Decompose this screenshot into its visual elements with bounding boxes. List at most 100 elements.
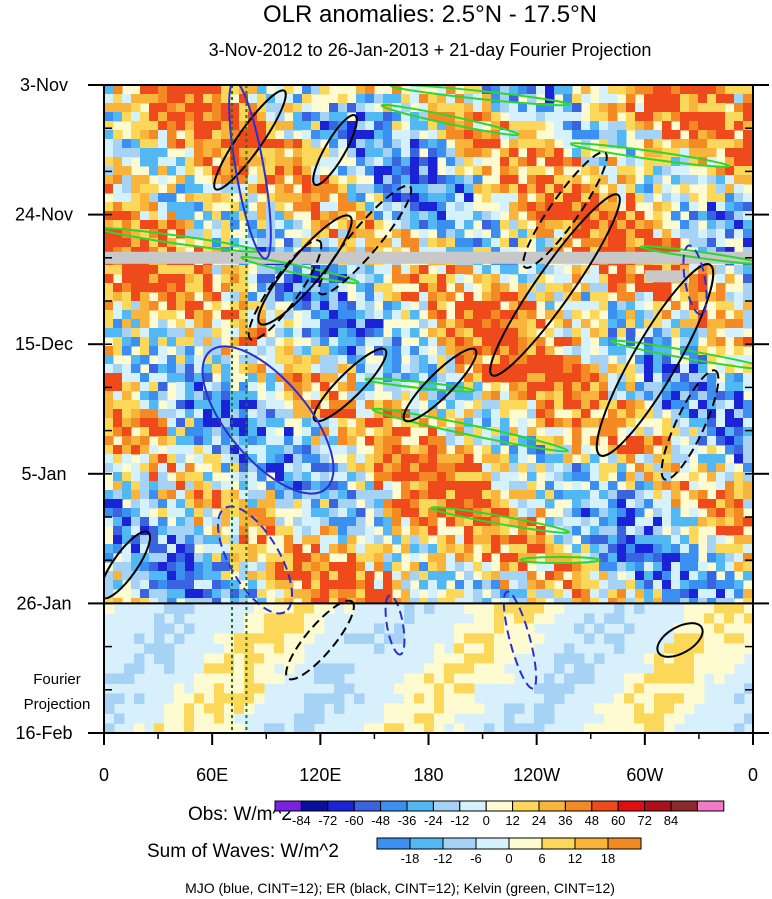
obs-cell — [284, 274, 294, 284]
obs-cell — [392, 499, 402, 509]
obs-cell — [266, 553, 276, 563]
obs-cell — [275, 166, 285, 176]
obs-cell — [509, 562, 519, 572]
obs-cell — [185, 121, 195, 131]
obs-cell — [257, 517, 267, 527]
projection-cell — [644, 693, 655, 704]
obs-cell — [653, 481, 663, 491]
obs-cell — [734, 409, 744, 419]
obs-cell — [635, 103, 645, 113]
obs-cell — [212, 94, 222, 104]
obs-cell — [644, 175, 654, 185]
obs-cell — [302, 571, 312, 581]
obs-cell — [167, 247, 177, 257]
obs-cell — [689, 193, 699, 203]
obs-cell — [185, 382, 195, 392]
obs-cell — [608, 229, 618, 239]
obs-cell — [437, 535, 447, 545]
obs-cell — [617, 400, 627, 410]
obs-cell — [194, 148, 204, 158]
projection-cell — [224, 703, 235, 714]
obs-cell — [194, 526, 204, 536]
obs-cell — [203, 373, 213, 383]
obs-cell — [419, 598, 429, 603]
obs-cell — [365, 598, 375, 603]
obs-cell — [518, 355, 528, 365]
obs-cell — [671, 166, 681, 176]
obs-cell — [635, 292, 645, 302]
obs-cell — [347, 535, 357, 545]
obs-cell — [149, 364, 159, 374]
obs-cell — [221, 103, 231, 113]
colorbar-label: 12 — [568, 851, 582, 866]
obs-cell — [392, 211, 402, 221]
obs-cell — [212, 193, 222, 203]
obs-cell — [347, 265, 357, 275]
obs-cell — [671, 535, 681, 545]
obs-cell — [581, 589, 591, 599]
obs-cell — [401, 238, 411, 248]
obs-cell — [437, 328, 447, 338]
obs-cell — [644, 328, 654, 338]
obs-cell — [221, 598, 231, 603]
obs-cell — [500, 535, 510, 545]
obs-cell — [617, 139, 627, 149]
obs-cell — [563, 319, 573, 329]
obs-cell — [158, 364, 168, 374]
obs-cell — [581, 355, 591, 365]
obs-cell — [725, 382, 735, 392]
obs-cell — [239, 157, 249, 167]
obs-cell — [527, 301, 537, 311]
obs-cell — [455, 355, 465, 365]
obs-cell — [545, 571, 555, 581]
obs-cell — [203, 157, 213, 167]
projection-cell — [464, 693, 475, 704]
obs-cell — [293, 400, 303, 410]
projection-cell — [214, 693, 225, 704]
obs-cell — [293, 364, 303, 374]
obs-cell — [617, 319, 627, 329]
obs-cell — [500, 283, 510, 293]
obs-cell — [437, 319, 447, 329]
obs-cell — [158, 292, 168, 302]
obs-cell — [563, 418, 573, 428]
obs-cell — [113, 337, 123, 347]
colorbar-label: -84 — [292, 813, 311, 828]
projection-cell — [574, 623, 585, 634]
obs-cell — [527, 148, 537, 158]
obs-cell — [284, 94, 294, 104]
obs-cell — [239, 121, 249, 131]
obs-cell — [590, 517, 600, 527]
obs-cell — [509, 301, 519, 311]
obs-cell — [554, 211, 564, 221]
obs-cell — [527, 391, 537, 401]
obs-cell — [725, 589, 735, 599]
obs-cell — [248, 454, 258, 464]
obs-cell — [104, 355, 114, 365]
obs-cell — [356, 463, 366, 473]
obs-cell — [320, 238, 330, 248]
projection-cell — [614, 613, 625, 624]
projection-cell — [194, 693, 205, 704]
obs-cell — [572, 229, 582, 239]
obs-cell — [221, 400, 231, 410]
obs-cell — [536, 391, 546, 401]
obs-cell — [428, 310, 438, 320]
obs-cell — [131, 220, 141, 230]
colorbar-label: -24 — [424, 813, 443, 828]
projection-cell — [234, 633, 245, 644]
colorbar-box — [409, 837, 444, 850]
obs-cell — [626, 229, 636, 239]
obs-cell — [500, 517, 510, 527]
obs-cell — [257, 274, 267, 284]
obs-cell — [158, 166, 168, 176]
projection-cell — [544, 613, 555, 624]
obs-cell — [257, 445, 267, 455]
projection-cell — [304, 633, 315, 644]
obs-cell — [635, 130, 645, 140]
obs-cell — [680, 148, 690, 158]
obs-cell — [482, 445, 492, 455]
projection-cell — [724, 633, 735, 644]
obs-cell — [347, 301, 357, 311]
projection-cell — [724, 603, 735, 614]
